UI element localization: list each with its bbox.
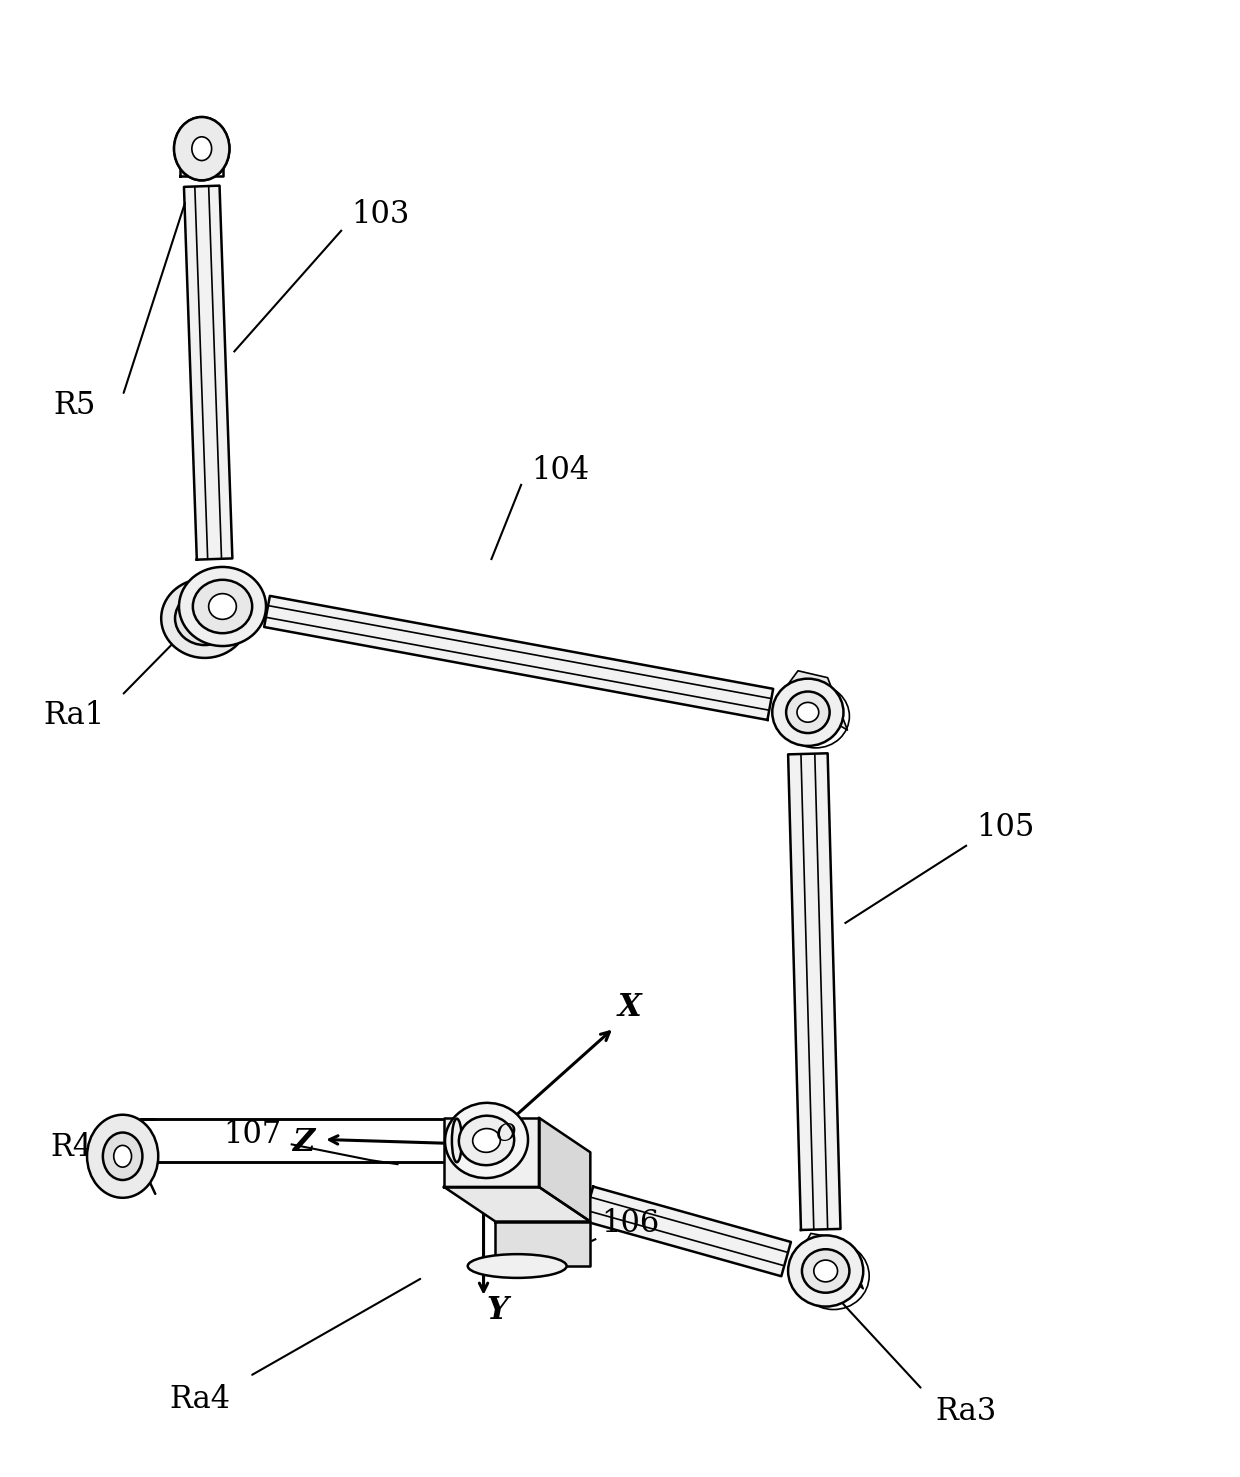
Ellipse shape — [797, 703, 818, 722]
Text: R4: R4 — [50, 1131, 92, 1162]
Ellipse shape — [192, 137, 212, 161]
Ellipse shape — [193, 580, 252, 634]
Text: 107: 107 — [223, 1120, 281, 1151]
Ellipse shape — [191, 606, 218, 631]
Polygon shape — [584, 1186, 791, 1276]
Text: Z: Z — [293, 1127, 315, 1158]
Text: Ra1: Ra1 — [43, 700, 105, 731]
Text: Ra3: Ra3 — [935, 1396, 997, 1427]
Ellipse shape — [208, 594, 237, 619]
Text: 103: 103 — [351, 199, 410, 230]
Ellipse shape — [174, 117, 229, 180]
Polygon shape — [496, 1221, 590, 1266]
Polygon shape — [184, 186, 232, 560]
Ellipse shape — [472, 1128, 501, 1152]
Text: Y: Y — [486, 1295, 508, 1326]
Polygon shape — [180, 134, 223, 176]
Ellipse shape — [789, 1235, 863, 1307]
Ellipse shape — [802, 1250, 849, 1292]
Ellipse shape — [813, 1260, 837, 1282]
Ellipse shape — [87, 1115, 159, 1198]
Polygon shape — [796, 1233, 863, 1289]
Text: 105: 105 — [976, 812, 1035, 843]
Polygon shape — [264, 595, 774, 719]
Polygon shape — [444, 1188, 590, 1221]
Ellipse shape — [467, 1254, 567, 1278]
Ellipse shape — [175, 592, 234, 645]
Ellipse shape — [174, 117, 229, 180]
Ellipse shape — [161, 579, 248, 657]
Polygon shape — [789, 753, 841, 1230]
Polygon shape — [539, 1118, 590, 1221]
Text: 106: 106 — [600, 1208, 658, 1239]
Ellipse shape — [192, 137, 212, 161]
Ellipse shape — [459, 1115, 515, 1165]
Ellipse shape — [786, 691, 830, 733]
Ellipse shape — [103, 1133, 143, 1180]
Ellipse shape — [445, 1103, 528, 1179]
Text: 104: 104 — [532, 455, 590, 486]
Ellipse shape — [451, 1118, 461, 1162]
Text: Ra4: Ra4 — [170, 1384, 231, 1415]
Polygon shape — [774, 671, 847, 730]
Polygon shape — [444, 1118, 539, 1188]
Text: R5: R5 — [53, 390, 95, 421]
Ellipse shape — [773, 678, 843, 746]
Ellipse shape — [179, 567, 267, 645]
Text: O: O — [495, 1123, 516, 1146]
Ellipse shape — [114, 1145, 131, 1167]
Text: X: X — [618, 993, 642, 1024]
